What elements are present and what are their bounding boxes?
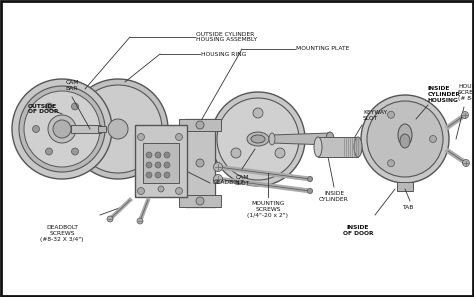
- Circle shape: [211, 92, 305, 186]
- Text: TAB: TAB: [402, 205, 414, 210]
- Circle shape: [108, 119, 128, 139]
- Circle shape: [164, 172, 170, 178]
- Text: DEADBOLT
SCREWS
(#8-32 X 3/4"): DEADBOLT SCREWS (#8-32 X 3/4"): [40, 225, 84, 241]
- Circle shape: [155, 162, 161, 168]
- Ellipse shape: [269, 133, 275, 145]
- Circle shape: [308, 189, 312, 194]
- Bar: [179, 195, 221, 207]
- Circle shape: [137, 218, 143, 224]
- Circle shape: [72, 103, 79, 110]
- Ellipse shape: [247, 132, 269, 146]
- Circle shape: [175, 133, 182, 140]
- Circle shape: [74, 85, 162, 173]
- Circle shape: [388, 160, 394, 167]
- Circle shape: [46, 103, 53, 110]
- Circle shape: [68, 79, 168, 179]
- Text: HOUSING RING: HOUSING RING: [201, 51, 246, 56]
- Text: INSIDE
CYLINDER: INSIDE CYLINDER: [319, 191, 349, 202]
- Text: CAM
BAR: CAM BAR: [65, 80, 79, 91]
- Circle shape: [72, 148, 79, 155]
- Ellipse shape: [400, 134, 410, 148]
- Circle shape: [175, 187, 182, 195]
- Circle shape: [33, 126, 39, 132]
- Circle shape: [231, 148, 241, 158]
- Circle shape: [196, 121, 204, 129]
- Circle shape: [48, 115, 76, 143]
- Text: OUTSIDE CYLINDER
HOUSING ASSEMBLY: OUTSIDE CYLINDER HOUSING ASSEMBLY: [196, 31, 257, 42]
- Circle shape: [213, 162, 222, 171]
- Circle shape: [46, 148, 53, 155]
- Circle shape: [361, 95, 449, 183]
- Circle shape: [12, 79, 112, 179]
- Text: KEYWAY
SLOT: KEYWAY SLOT: [363, 110, 387, 121]
- Circle shape: [146, 152, 152, 158]
- Bar: [71, 125, 101, 133]
- Circle shape: [253, 108, 263, 118]
- Circle shape: [146, 172, 152, 178]
- Text: INSIDE
OF DOOR: INSIDE OF DOOR: [343, 225, 373, 236]
- Bar: [397, 182, 413, 191]
- Circle shape: [275, 148, 285, 158]
- Circle shape: [53, 120, 71, 138]
- Text: MOUNTING
SCREWS
(1/4"-20 x 2"): MOUNTING SCREWS (1/4"-20 x 2"): [247, 201, 289, 218]
- Circle shape: [164, 162, 170, 168]
- Ellipse shape: [326, 132, 334, 146]
- Circle shape: [155, 152, 161, 158]
- Text: CAM
SLOT: CAM SLOT: [234, 175, 250, 186]
- Polygon shape: [272, 133, 330, 145]
- Text: MOUNTING PLATE: MOUNTING PLATE: [296, 47, 349, 51]
- Bar: [135, 125, 187, 197]
- Circle shape: [429, 135, 437, 143]
- Circle shape: [462, 111, 468, 119]
- Bar: [179, 119, 221, 131]
- Text: OUTSIDE
OF DOOR: OUTSIDE OF DOOR: [28, 104, 58, 114]
- Bar: [318, 137, 358, 157]
- Ellipse shape: [251, 135, 265, 143]
- Text: DEADBOLT: DEADBOLT: [212, 181, 244, 186]
- Circle shape: [196, 197, 204, 205]
- Circle shape: [19, 86, 105, 172]
- Circle shape: [463, 159, 470, 167]
- Circle shape: [158, 186, 164, 192]
- Circle shape: [164, 152, 170, 158]
- Circle shape: [146, 162, 152, 168]
- Bar: [143, 143, 179, 183]
- Text: HOUSING
SCREWS
(# 8-32 x 1 1/8"): HOUSING SCREWS (# 8-32 x 1 1/8"): [458, 84, 474, 101]
- Circle shape: [196, 159, 204, 167]
- Circle shape: [107, 216, 113, 222]
- Circle shape: [367, 101, 443, 177]
- Circle shape: [213, 175, 222, 184]
- Text: INSIDE
CYLINDER
HOUSING: INSIDE CYLINDER HOUSING: [428, 86, 461, 103]
- Circle shape: [308, 176, 312, 181]
- Bar: [98, 126, 106, 132]
- Bar: [185, 119, 215, 207]
- Circle shape: [388, 111, 394, 118]
- Circle shape: [137, 133, 145, 140]
- Circle shape: [84, 126, 91, 132]
- Ellipse shape: [398, 124, 412, 146]
- Circle shape: [155, 172, 161, 178]
- Ellipse shape: [354, 137, 362, 157]
- Circle shape: [24, 91, 100, 167]
- Circle shape: [217, 98, 299, 180]
- Ellipse shape: [314, 137, 322, 157]
- Circle shape: [137, 187, 145, 195]
